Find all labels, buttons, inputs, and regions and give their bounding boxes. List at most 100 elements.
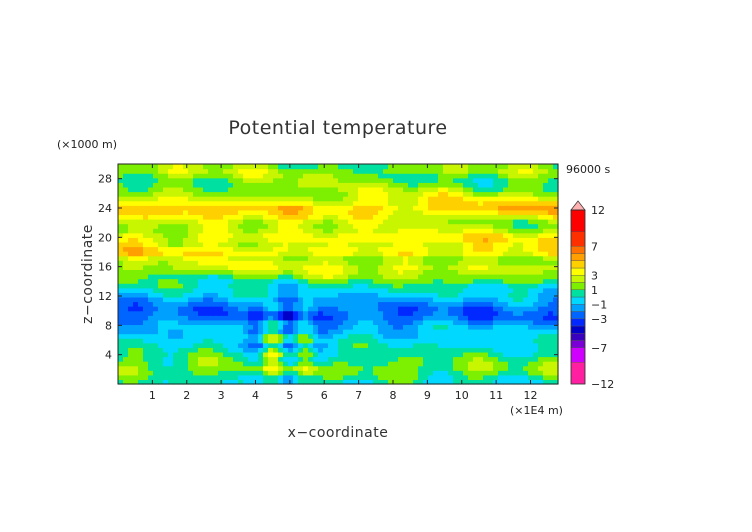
field-cell xyxy=(468,164,474,170)
field-cell xyxy=(333,177,339,183)
field-cell xyxy=(203,241,209,248)
field-cell xyxy=(473,338,479,344)
field-cell xyxy=(523,219,529,225)
field-cell xyxy=(208,283,214,289)
plot-frame xyxy=(117,163,559,385)
field-cell xyxy=(433,168,439,174)
field-cell xyxy=(438,278,444,284)
field-cell xyxy=(198,283,204,289)
field-cell xyxy=(513,342,519,348)
field-cell xyxy=(223,274,229,280)
field-cell xyxy=(418,351,424,358)
field-cell xyxy=(403,196,409,202)
field-cell xyxy=(313,319,319,326)
field-cell xyxy=(513,315,519,321)
field-cell xyxy=(453,356,459,362)
field-cell xyxy=(393,296,399,303)
field-cell xyxy=(223,228,229,234)
field-cell xyxy=(383,347,389,353)
field-cell xyxy=(408,319,414,326)
field-cell xyxy=(383,379,389,385)
field-cell xyxy=(548,296,554,303)
field-cell xyxy=(468,264,474,271)
field-cell xyxy=(148,232,154,238)
field-cell xyxy=(313,186,319,193)
field-cell xyxy=(553,306,559,312)
field-cell xyxy=(508,223,514,229)
field-cell xyxy=(183,232,189,238)
field-cell xyxy=(523,214,529,220)
field-cell xyxy=(133,374,139,381)
field-cell xyxy=(378,241,384,248)
field-cell xyxy=(518,324,524,330)
field-cell xyxy=(118,374,124,381)
field-cell xyxy=(343,379,349,385)
field-cell xyxy=(328,274,334,280)
field-cell xyxy=(533,342,539,348)
field-cell xyxy=(178,232,184,238)
field-cell xyxy=(223,374,229,381)
colorbar-segment xyxy=(570,231,586,247)
field-cell xyxy=(498,319,504,326)
field-cell xyxy=(338,301,344,307)
field-cell xyxy=(543,168,549,174)
field-cell xyxy=(433,365,439,371)
field-cell xyxy=(473,241,479,248)
field-cell xyxy=(438,260,444,266)
field-cell xyxy=(258,351,264,358)
field-cell xyxy=(428,260,434,266)
field-cell xyxy=(418,168,424,174)
field-cell xyxy=(353,196,359,202)
field-cell xyxy=(543,241,549,248)
field-cell xyxy=(173,260,179,266)
field-cell xyxy=(283,351,289,358)
field-cell xyxy=(473,173,479,179)
field-cell xyxy=(453,269,459,275)
field-cell xyxy=(353,351,359,358)
field-cell xyxy=(273,269,279,275)
field-cell xyxy=(328,365,334,371)
field-cell xyxy=(533,310,539,316)
field-cell xyxy=(453,177,459,183)
field-cell xyxy=(513,324,519,330)
field-cell xyxy=(508,315,514,321)
field-cell xyxy=(248,379,254,385)
field-cell xyxy=(218,301,224,307)
field-cell xyxy=(303,306,309,312)
field-cell xyxy=(293,310,299,316)
field-cell xyxy=(208,356,214,362)
field-cell xyxy=(293,177,299,183)
colorbar-segment xyxy=(570,289,586,298)
field-cell xyxy=(553,379,559,385)
field-cell xyxy=(493,301,499,307)
field-cell xyxy=(553,287,559,293)
field-cell xyxy=(398,260,404,266)
field-cell xyxy=(338,338,344,344)
field-cell xyxy=(358,356,364,362)
field-cell xyxy=(153,315,159,321)
field-cell xyxy=(158,232,164,238)
field-cell xyxy=(363,260,369,266)
field-cell xyxy=(228,168,234,174)
field-cell xyxy=(143,269,149,275)
field-cell xyxy=(448,333,454,339)
field-cell xyxy=(318,319,324,326)
field-cell xyxy=(373,237,379,243)
field-cell xyxy=(468,329,474,335)
field-cell xyxy=(368,301,374,307)
field-cell xyxy=(383,356,389,362)
field-cell xyxy=(413,168,419,174)
colorbar-segment xyxy=(570,209,586,232)
field-cell xyxy=(233,182,239,188)
field-cell xyxy=(458,306,464,312)
field-cell xyxy=(238,269,244,275)
field-cell xyxy=(428,219,434,225)
field-cell xyxy=(473,255,479,261)
field-cell xyxy=(298,182,304,188)
field-cell xyxy=(228,255,234,261)
field-cell xyxy=(243,246,249,252)
field-cell xyxy=(258,347,264,353)
field-cell xyxy=(188,214,194,220)
field-cell xyxy=(428,338,434,344)
field-cell xyxy=(203,246,209,252)
